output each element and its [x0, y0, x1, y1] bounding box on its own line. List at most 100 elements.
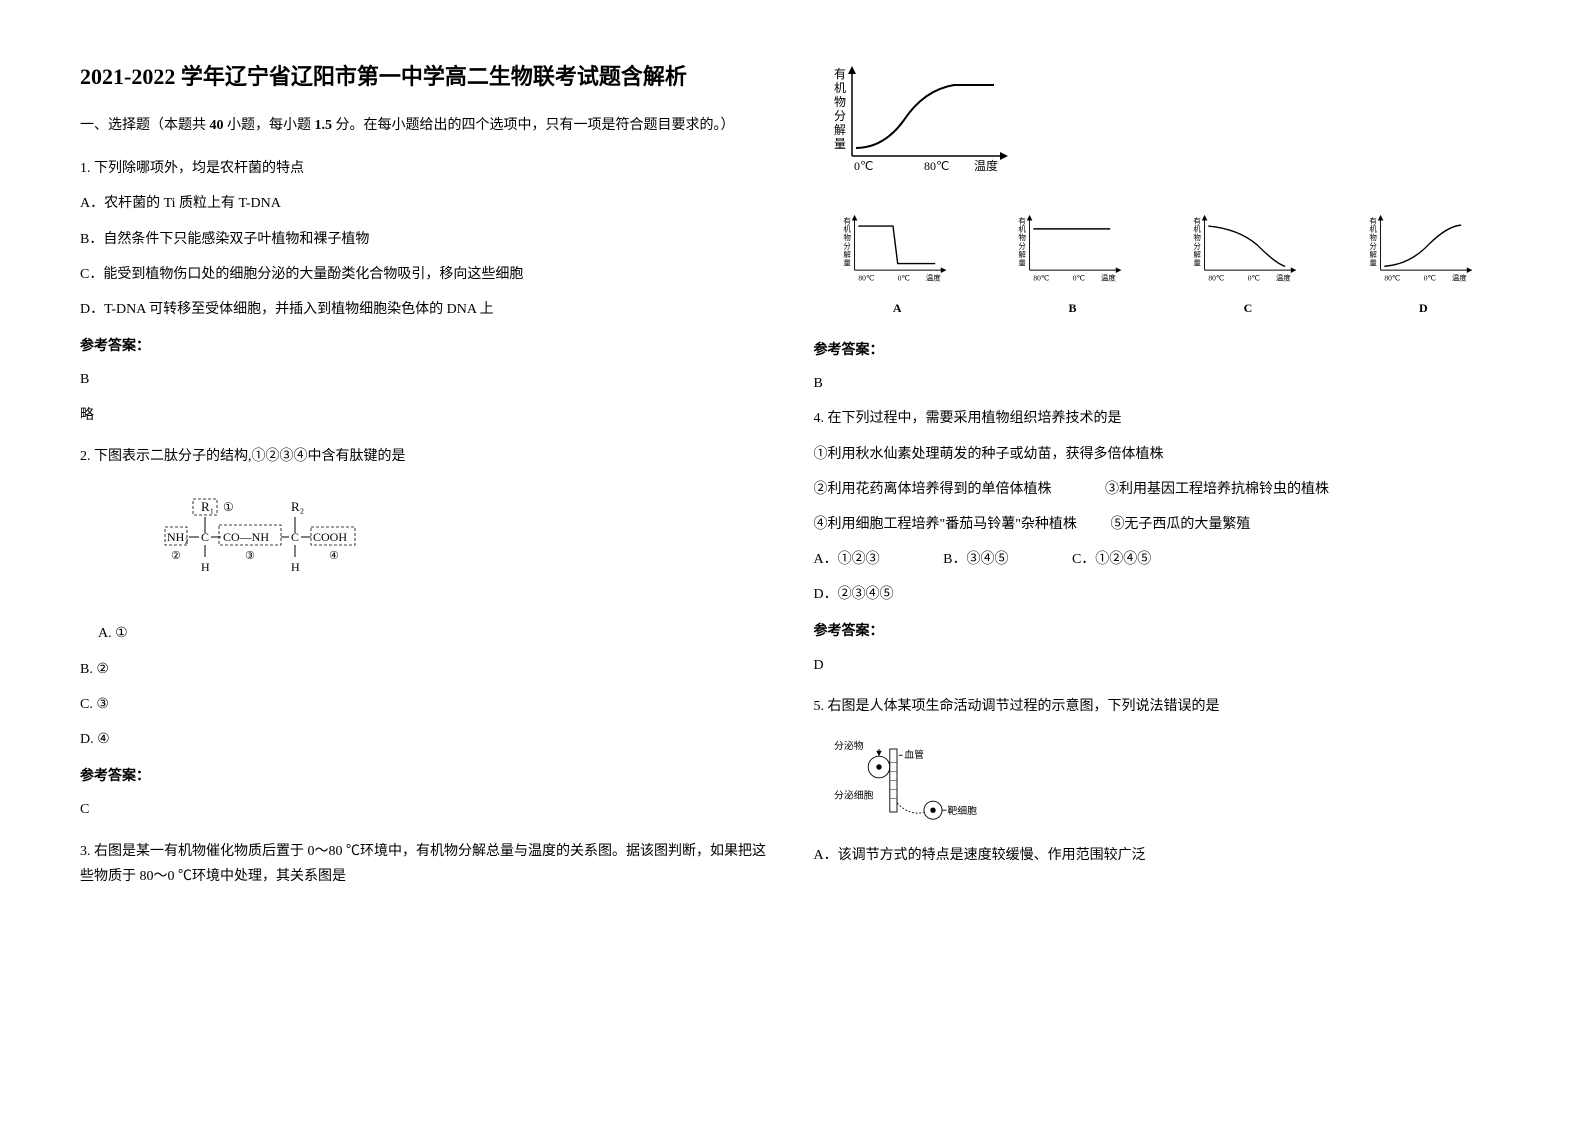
- s-curve: [856, 85, 994, 148]
- chem-c1: C: [201, 530, 209, 544]
- label-vessel: 血管: [904, 748, 924, 761]
- svg-text:0℃: 0℃: [1423, 274, 1436, 283]
- x80-label: 80℃: [924, 159, 949, 173]
- svg-text:量: 量: [1194, 259, 1202, 268]
- svg-text:量: 量: [1018, 259, 1026, 268]
- chem-cooh: COOH: [313, 530, 347, 544]
- instr-part2: 小题，每小题: [227, 118, 311, 133]
- ylabel-char4: 分: [834, 109, 846, 123]
- q4-c: C．①②④⑤: [1072, 547, 1151, 572]
- ylabel-char2: 机: [834, 81, 846, 95]
- q3-option-charts: 有机 物分 解量 80℃ 0℃ 温度 A 有机 物分: [814, 212, 1508, 320]
- instr-40: 40: [210, 118, 224, 133]
- svg-text:80℃: 80℃: [1209, 274, 1226, 283]
- svg-text:解: 解: [1369, 249, 1377, 259]
- chart-option-c: 有机 物分 解量 80℃ 0℃ 温度 C: [1164, 212, 1331, 320]
- q4-answer: D: [814, 653, 1508, 678]
- ylabel-char5: 解: [834, 123, 846, 137]
- q1-option-a: A．农杆菌的 Ti 质粒上有 T-DNA: [80, 191, 774, 216]
- chem-n4: ④: [329, 550, 339, 562]
- q4-d: D．②③④⑤: [814, 582, 1508, 607]
- q2-stem: 2. 下图表示二肽分子的结构,①②③④中含有肽键的是: [80, 444, 774, 469]
- q4-b: B．③④⑤: [943, 547, 1008, 572]
- q3-main-chart: 有 机 物 分 解 量 0℃ 80℃ 温度: [814, 60, 1508, 204]
- label-target: 靶细胞: [947, 804, 977, 817]
- chart-option-d: 有机 物分 解量 80℃ 0℃ 温度 D: [1340, 212, 1507, 320]
- svg-text:物: 物: [843, 232, 851, 242]
- svg-text:温度: 温度: [1276, 273, 1292, 283]
- question-4: 4. 在下列过程中，需要采用植物组织培养技术的是 ①利用秋水仙素处理萌发的种子或…: [814, 406, 1508, 678]
- label-b: B: [989, 298, 1156, 320]
- label-cell: 分泌细胞: [834, 789, 874, 802]
- ylabel-char1: 有: [834, 67, 846, 81]
- chem-co-nh: CO—NH: [223, 530, 269, 544]
- xlabel: 温度: [974, 158, 998, 173]
- section-instructions: 一、选择题（本题共 40 小题，每小题 1.5 分。在每小题给出的四个选项中，只…: [80, 113, 774, 138]
- label-secretion: 分泌物: [834, 739, 864, 752]
- q4-line3b: ⑤无子西瓜的大量繁殖: [1110, 517, 1250, 532]
- svg-text:机: 机: [843, 224, 851, 234]
- svg-text:温度: 温度: [925, 273, 940, 283]
- q3-answer-label: 参考答案：: [814, 338, 1508, 363]
- svg-text:有: 有: [1194, 215, 1202, 225]
- svg-text:温度: 温度: [1101, 273, 1117, 283]
- q4-line2a: ②利用花药离体培养得到的单倍体植株: [814, 482, 1052, 497]
- chem-n1: ①: [223, 500, 234, 514]
- q1-note: 略: [80, 403, 774, 428]
- q2-option-a: A. ①: [80, 621, 774, 646]
- chem-structure-diagram: R₁ ① R₂ NH₂ C CO—NH: [100, 479, 774, 612]
- svg-text:物: 物: [1369, 232, 1377, 242]
- svg-text:量: 量: [843, 259, 851, 268]
- q5-option-a: A．该调节方式的特点是速度较缓慢、作用范围较广泛: [814, 843, 1508, 868]
- q1-stem: 1. 下列除哪项外，均是农杆菌的特点: [80, 156, 774, 181]
- svg-text:80℃: 80℃: [1033, 274, 1050, 283]
- ylabel-char3: 物: [834, 95, 846, 109]
- bio-diagram: 分泌物 分泌细胞 血管 靶细胞: [834, 731, 1014, 831]
- chem-n2: ②: [171, 550, 181, 562]
- chart-option-a: 有机 物分 解量 80℃ 0℃ 温度 A: [814, 212, 981, 320]
- question-1: 1. 下列除哪项外，均是农杆菌的特点 A．农杆菌的 Ti 质粒上有 T-DNA …: [80, 156, 774, 428]
- svg-text:80℃: 80℃: [1384, 274, 1401, 283]
- q2-option-c: C. ③: [80, 692, 774, 717]
- instr-part3: 分。在每小题给出的四个选项中，只有一项是符合题目要求的。）: [336, 118, 735, 133]
- svg-text:温度: 温度: [1451, 273, 1467, 283]
- question-5: 5. 右图是人体某项生命活动调节过程的示意图，下列说法错误的是 分泌物 分泌细胞: [814, 694, 1508, 868]
- q3-stem: 3. 右图是某一有机物催化物质后置于 0～80 ℃环境中，有机物分解总量与温度的…: [80, 839, 774, 889]
- svg-text:有: 有: [843, 215, 851, 225]
- chart-option-b: 有机 物分 解量 80℃ 0℃ 温度 B: [989, 212, 1156, 320]
- q5-stem: 5. 右图是人体某项生命活动调节过程的示意图，下列说法错误的是: [814, 694, 1508, 719]
- svg-text:解: 解: [1018, 249, 1026, 259]
- chem-h2: H: [291, 560, 300, 574]
- q2-answer: C: [80, 797, 774, 822]
- svg-text:0℃: 0℃: [897, 274, 910, 283]
- question-2: 2. 下图表示二肽分子的结构,①②③④中含有肽键的是 R₁ ① R₂ NH₂ C: [80, 444, 774, 823]
- svg-text:机: 机: [1369, 224, 1377, 234]
- chem-c2: C: [291, 530, 299, 544]
- svg-text:0℃: 0℃: [1248, 274, 1261, 283]
- q4-answer-label: 参考答案：: [814, 619, 1508, 644]
- svg-text:物: 物: [1194, 232, 1202, 242]
- q4-line2: ②利用花药离体培养得到的单倍体植株 ③利用基因工程培养抗棉铃虫的植株: [814, 477, 1508, 502]
- q2-answer-label: 参考答案：: [80, 764, 774, 789]
- q4-options-row1: A．①②③ B．③④⑤ C．①②④⑤: [814, 547, 1508, 572]
- svg-text:机: 机: [1194, 224, 1202, 234]
- instr-part1: 一、选择题（本题共: [80, 118, 206, 133]
- svg-text:80℃: 80℃: [858, 274, 875, 283]
- q4-line3: ④利用细胞工程培养"番茄马铃薯"杂种植株 ⑤无子西瓜的大量繁殖: [814, 512, 1508, 537]
- q4-line1: ①利用秋水仙素处理萌发的种子或幼苗，获得多倍体植株: [814, 442, 1508, 467]
- svg-text:有: 有: [1369, 215, 1377, 225]
- q4-a: A．①②③: [814, 547, 880, 572]
- page-title: 2021-2022 学年辽宁省辽阳市第一中学高二生物联考试题含解析: [80, 60, 774, 93]
- q1-option-b: B．自然条件下只能感染双子叶植物和裸子植物: [80, 227, 774, 252]
- x0-label: 0℃: [854, 159, 873, 173]
- svg-text:机: 机: [1018, 224, 1026, 234]
- q2-option-b: B. ②: [80, 657, 774, 682]
- instr-15: 1.5: [315, 118, 333, 133]
- q1-answer-label: 参考答案：: [80, 334, 774, 359]
- svg-text:量: 量: [1369, 259, 1377, 268]
- chem-n3: ③: [245, 550, 255, 562]
- q4-stem: 4. 在下列过程中，需要采用植物组织培养技术的是: [814, 406, 1508, 431]
- label-a: A: [814, 298, 981, 320]
- q4-line3a: ④利用细胞工程培养"番茄马铃薯"杂种植株: [814, 517, 1077, 532]
- label-d: D: [1340, 298, 1507, 320]
